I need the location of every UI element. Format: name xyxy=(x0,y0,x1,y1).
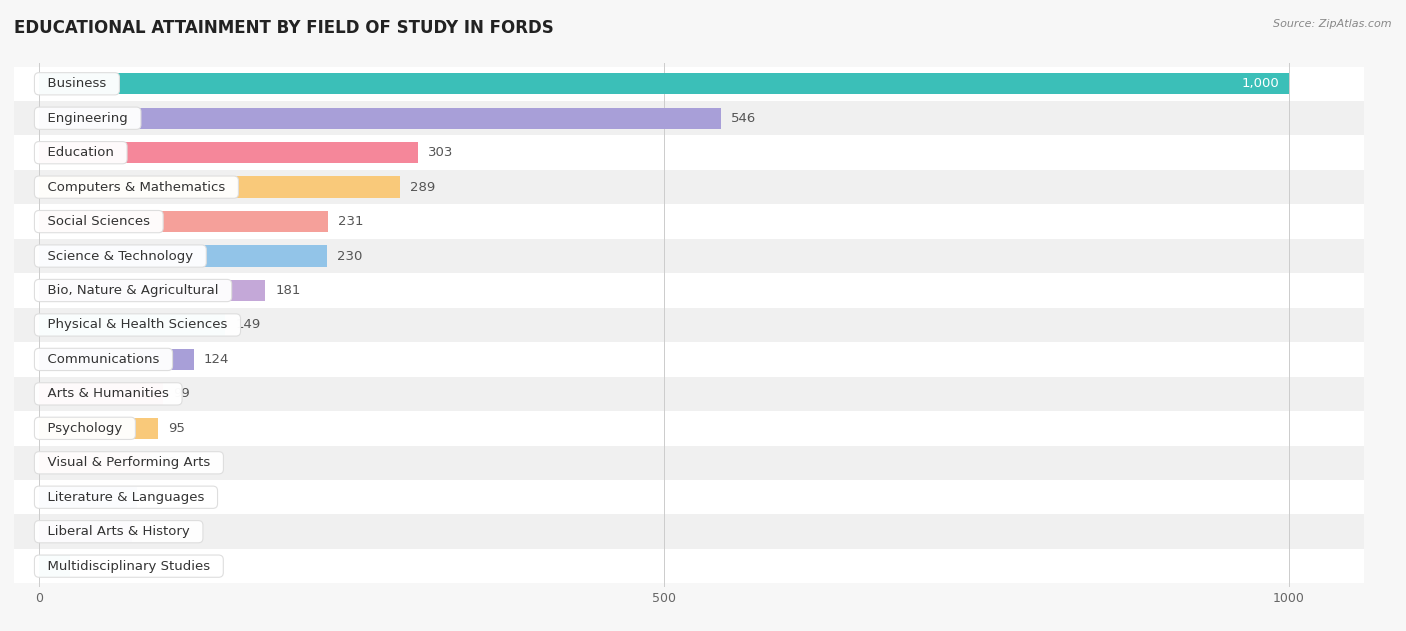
Bar xyxy=(14,204,1364,239)
Text: 230: 230 xyxy=(336,249,361,262)
Bar xyxy=(14,445,1364,480)
Bar xyxy=(14,377,1364,411)
Bar xyxy=(39,314,225,336)
Bar xyxy=(39,452,150,473)
Bar xyxy=(39,349,194,370)
Text: Social Sciences: Social Sciences xyxy=(39,215,159,228)
Bar xyxy=(14,342,1364,377)
Text: 78: 78 xyxy=(146,491,163,504)
Text: Communications: Communications xyxy=(39,353,167,366)
Bar xyxy=(14,514,1364,549)
Text: 289: 289 xyxy=(411,180,436,194)
Text: 124: 124 xyxy=(204,353,229,366)
Text: 546: 546 xyxy=(731,112,756,125)
Bar xyxy=(14,66,1364,101)
Text: 181: 181 xyxy=(276,284,301,297)
Bar xyxy=(14,170,1364,204)
Text: Arts & Humanities: Arts & Humanities xyxy=(39,387,177,401)
Bar xyxy=(39,107,721,129)
Bar xyxy=(14,239,1364,273)
Text: Business: Business xyxy=(39,77,115,90)
Text: 231: 231 xyxy=(337,215,363,228)
Text: 1,000: 1,000 xyxy=(1241,77,1279,90)
Bar xyxy=(39,177,401,198)
Text: EDUCATIONAL ATTAINMENT BY FIELD OF STUDY IN FORDS: EDUCATIONAL ATTAINMENT BY FIELD OF STUDY… xyxy=(14,19,554,37)
Bar xyxy=(39,487,136,508)
Bar xyxy=(39,211,328,232)
Bar xyxy=(39,521,132,543)
Text: 25: 25 xyxy=(80,560,97,573)
Text: Literature & Languages: Literature & Languages xyxy=(39,491,212,504)
Text: Multidisciplinary Studies: Multidisciplinary Studies xyxy=(39,560,219,573)
Bar xyxy=(39,418,157,439)
Bar xyxy=(14,480,1364,514)
Bar xyxy=(39,245,326,267)
Text: 89: 89 xyxy=(160,456,177,469)
Bar xyxy=(39,142,418,163)
Bar xyxy=(39,383,163,404)
Text: Education: Education xyxy=(39,146,122,159)
Text: 303: 303 xyxy=(427,146,453,159)
Bar xyxy=(14,549,1364,584)
Text: Computers & Mathematics: Computers & Mathematics xyxy=(39,180,233,194)
Bar xyxy=(39,73,1289,95)
Bar xyxy=(39,555,70,577)
Text: Physical & Health Sciences: Physical & Health Sciences xyxy=(39,319,236,331)
Text: Engineering: Engineering xyxy=(39,112,136,125)
Text: 149: 149 xyxy=(235,319,260,331)
Text: 95: 95 xyxy=(167,422,184,435)
Bar xyxy=(39,280,266,301)
Text: Bio, Nature & Agricultural: Bio, Nature & Agricultural xyxy=(39,284,226,297)
Bar xyxy=(14,411,1364,445)
Bar xyxy=(14,136,1364,170)
Bar xyxy=(14,101,1364,136)
Text: 99: 99 xyxy=(173,387,190,401)
Text: Visual & Performing Arts: Visual & Performing Arts xyxy=(39,456,219,469)
Text: Psychology: Psychology xyxy=(39,422,131,435)
Bar xyxy=(14,273,1364,308)
Bar xyxy=(14,308,1364,342)
Text: Liberal Arts & History: Liberal Arts & History xyxy=(39,525,198,538)
Text: Source: ZipAtlas.com: Source: ZipAtlas.com xyxy=(1274,19,1392,29)
Text: Science & Technology: Science & Technology xyxy=(39,249,201,262)
Text: 74: 74 xyxy=(142,525,159,538)
